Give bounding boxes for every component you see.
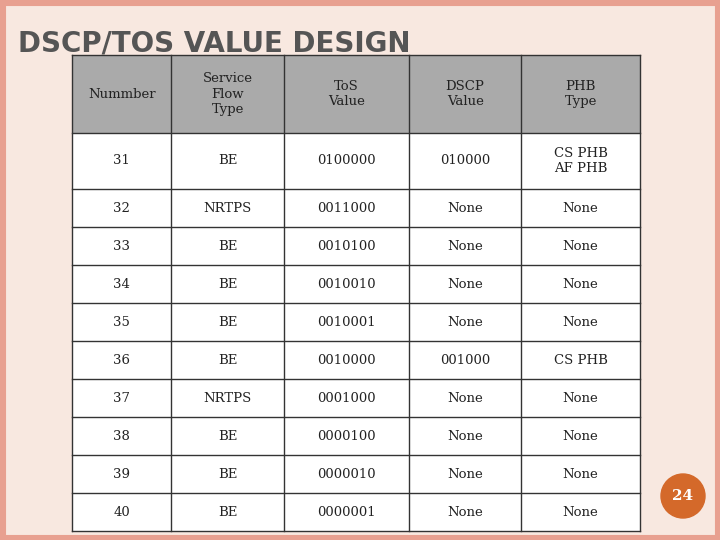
- Text: None: None: [447, 201, 483, 214]
- Text: BE: BE: [218, 240, 238, 253]
- Text: 24: 24: [672, 489, 693, 503]
- Text: None: None: [563, 315, 598, 328]
- Text: BE: BE: [218, 278, 238, 291]
- Text: 38: 38: [113, 429, 130, 442]
- Text: DSCP
Value: DSCP Value: [446, 80, 485, 108]
- Text: None: None: [563, 278, 598, 291]
- Text: NRTPS: NRTPS: [204, 201, 252, 214]
- Text: 31: 31: [113, 154, 130, 167]
- Text: None: None: [447, 278, 483, 291]
- Text: None: None: [447, 392, 483, 404]
- Text: BE: BE: [218, 505, 238, 518]
- Text: 37: 37: [113, 392, 130, 404]
- Text: DSCP/TOS VALUE DESIGN: DSCP/TOS VALUE DESIGN: [18, 30, 410, 58]
- Text: NRTPS: NRTPS: [204, 392, 252, 404]
- Text: None: None: [563, 201, 598, 214]
- Text: 0010010: 0010010: [317, 278, 376, 291]
- Text: Service
Flow
Type: Service Flow Type: [202, 72, 253, 116]
- Text: BE: BE: [218, 154, 238, 167]
- Text: 0000010: 0000010: [317, 468, 376, 481]
- Text: None: None: [563, 505, 598, 518]
- Text: 40: 40: [113, 505, 130, 518]
- Text: 32: 32: [113, 201, 130, 214]
- Circle shape: [661, 474, 705, 518]
- Text: None: None: [447, 240, 483, 253]
- Text: BE: BE: [218, 429, 238, 442]
- Text: BE: BE: [218, 468, 238, 481]
- Text: None: None: [447, 429, 483, 442]
- Text: 0011000: 0011000: [317, 201, 376, 214]
- Text: 0010001: 0010001: [317, 315, 376, 328]
- Text: 0010000: 0010000: [317, 354, 376, 367]
- Text: 0000001: 0000001: [317, 505, 376, 518]
- Text: CS PHB: CS PHB: [554, 354, 608, 367]
- Text: None: None: [447, 468, 483, 481]
- Text: None: None: [447, 315, 483, 328]
- Text: 34: 34: [113, 278, 130, 291]
- Text: PHB
Type: PHB Type: [564, 80, 597, 108]
- Text: 39: 39: [113, 468, 130, 481]
- Bar: [72, 55, 640, 531]
- Text: 36: 36: [113, 354, 130, 367]
- Text: CS PHB
AF PHB: CS PHB AF PHB: [554, 147, 608, 175]
- Text: None: None: [563, 429, 598, 442]
- Text: 35: 35: [113, 315, 130, 328]
- Text: 0100000: 0100000: [317, 154, 376, 167]
- Text: None: None: [447, 505, 483, 518]
- Text: None: None: [563, 240, 598, 253]
- Text: 0001000: 0001000: [317, 392, 376, 404]
- Text: 33: 33: [113, 240, 130, 253]
- Text: None: None: [563, 468, 598, 481]
- Text: 0000100: 0000100: [317, 429, 376, 442]
- Text: BE: BE: [218, 315, 238, 328]
- Bar: [72, 55, 640, 133]
- Text: ToS
Value: ToS Value: [328, 80, 365, 108]
- Text: BE: BE: [218, 354, 238, 367]
- Text: None: None: [563, 392, 598, 404]
- Text: 010000: 010000: [440, 154, 490, 167]
- Text: 0010100: 0010100: [317, 240, 376, 253]
- Text: 001000: 001000: [440, 354, 490, 367]
- Text: Nummber: Nummber: [88, 87, 156, 100]
